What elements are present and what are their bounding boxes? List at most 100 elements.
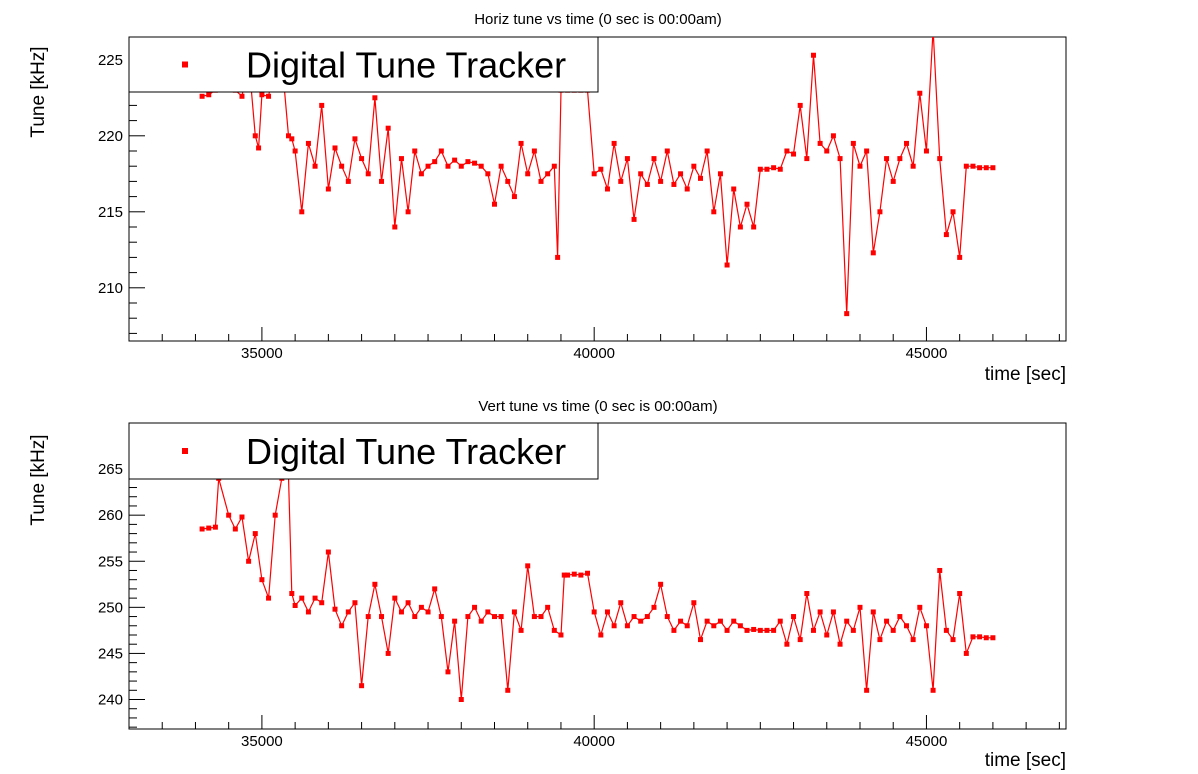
data-point	[372, 95, 378, 101]
data-point	[558, 632, 564, 638]
data-point	[897, 614, 903, 620]
legend-label: Digital Tune Tracker	[246, 45, 566, 86]
data-point	[505, 178, 511, 184]
data-point	[565, 572, 571, 578]
data-point	[199, 526, 205, 532]
data-point	[731, 618, 737, 624]
data-point	[644, 181, 650, 187]
data-point	[624, 156, 630, 162]
data-point	[804, 156, 810, 162]
data-point	[704, 148, 710, 154]
data-point	[651, 604, 657, 610]
data-point	[771, 627, 777, 633]
data-point	[412, 614, 418, 620]
data-point	[259, 577, 265, 583]
data-point	[937, 567, 943, 573]
data-point	[611, 140, 617, 146]
y-tick-label: 245	[98, 645, 123, 662]
data-point	[704, 618, 710, 624]
data-point	[585, 570, 591, 576]
data-point	[289, 591, 295, 597]
data-point	[844, 618, 850, 624]
data-point	[884, 156, 890, 162]
data-point	[817, 140, 823, 146]
data-point	[897, 156, 903, 162]
data-point	[299, 209, 305, 215]
legend-marker	[182, 61, 188, 68]
data-point	[325, 186, 331, 192]
data-point	[365, 171, 371, 177]
data-point	[305, 609, 311, 615]
data-point	[332, 145, 338, 151]
data-point	[910, 163, 916, 169]
data-point	[525, 563, 531, 569]
data-point	[804, 591, 810, 597]
data-point	[737, 224, 743, 230]
data-point	[658, 581, 664, 587]
data-point	[385, 125, 391, 131]
data-point	[917, 90, 923, 96]
series-group	[199, 473, 996, 703]
data-point	[458, 697, 464, 703]
chart-title: Vert tune vs time (0 sec is 00:00am)	[478, 398, 717, 415]
data-point	[551, 163, 557, 169]
data-point	[485, 609, 491, 615]
data-point	[824, 148, 830, 154]
data-point	[651, 156, 657, 162]
data-point	[465, 614, 471, 620]
data-point	[990, 165, 996, 171]
legend-box	[128, 422, 599, 480]
data-point	[551, 627, 557, 633]
data-point	[312, 163, 318, 169]
data-point	[465, 159, 471, 165]
legend-box	[128, 36, 599, 93]
data-point	[398, 156, 404, 162]
data-point	[292, 148, 298, 154]
x-tick-label: 35000	[241, 345, 283, 362]
data-point	[797, 637, 803, 643]
y-tick-label: 210	[98, 280, 123, 297]
data-point	[698, 175, 704, 181]
data-point	[518, 627, 524, 633]
data-point	[292, 602, 298, 608]
data-point	[983, 635, 989, 641]
chart-title: Horiz tune vs time (0 sec is 00:00am)	[474, 11, 722, 28]
data-point	[452, 618, 458, 624]
data-point	[671, 627, 677, 633]
data-point	[252, 531, 258, 537]
y-tick-label: 260	[98, 507, 123, 524]
data-point	[771, 165, 777, 171]
data-point	[538, 614, 544, 620]
y-tick-label: 250	[98, 599, 123, 616]
data-point	[943, 627, 949, 633]
data-point	[957, 591, 963, 597]
data-point	[731, 186, 737, 192]
data-point	[850, 140, 856, 146]
data-point	[478, 618, 484, 624]
data-point	[664, 148, 670, 154]
vert-tune-panel: Vert tune vs time (0 sec is 00:00am) Tun…	[28, 398, 1067, 771]
data-point	[491, 201, 497, 207]
data-point	[977, 165, 983, 171]
data-point	[319, 600, 325, 606]
data-point	[405, 209, 411, 215]
data-point	[432, 586, 438, 592]
data-point	[472, 160, 478, 166]
data-point	[438, 148, 444, 154]
legend-label: Digital Tune Tracker	[246, 431, 566, 472]
data-point	[864, 687, 870, 693]
data-point	[618, 178, 624, 184]
data-point	[285, 133, 291, 139]
data-point	[977, 634, 983, 640]
data-point	[438, 614, 444, 620]
data-point	[392, 595, 398, 601]
y-axis-label: Tune [kHz]	[28, 46, 49, 137]
data-point	[970, 163, 976, 169]
data-point	[259, 92, 265, 98]
y-tick-label: 225	[98, 52, 123, 69]
data-point	[289, 136, 295, 142]
data-point	[830, 609, 836, 615]
data-point	[199, 93, 205, 99]
data-point	[359, 156, 365, 162]
data-point	[950, 637, 956, 643]
